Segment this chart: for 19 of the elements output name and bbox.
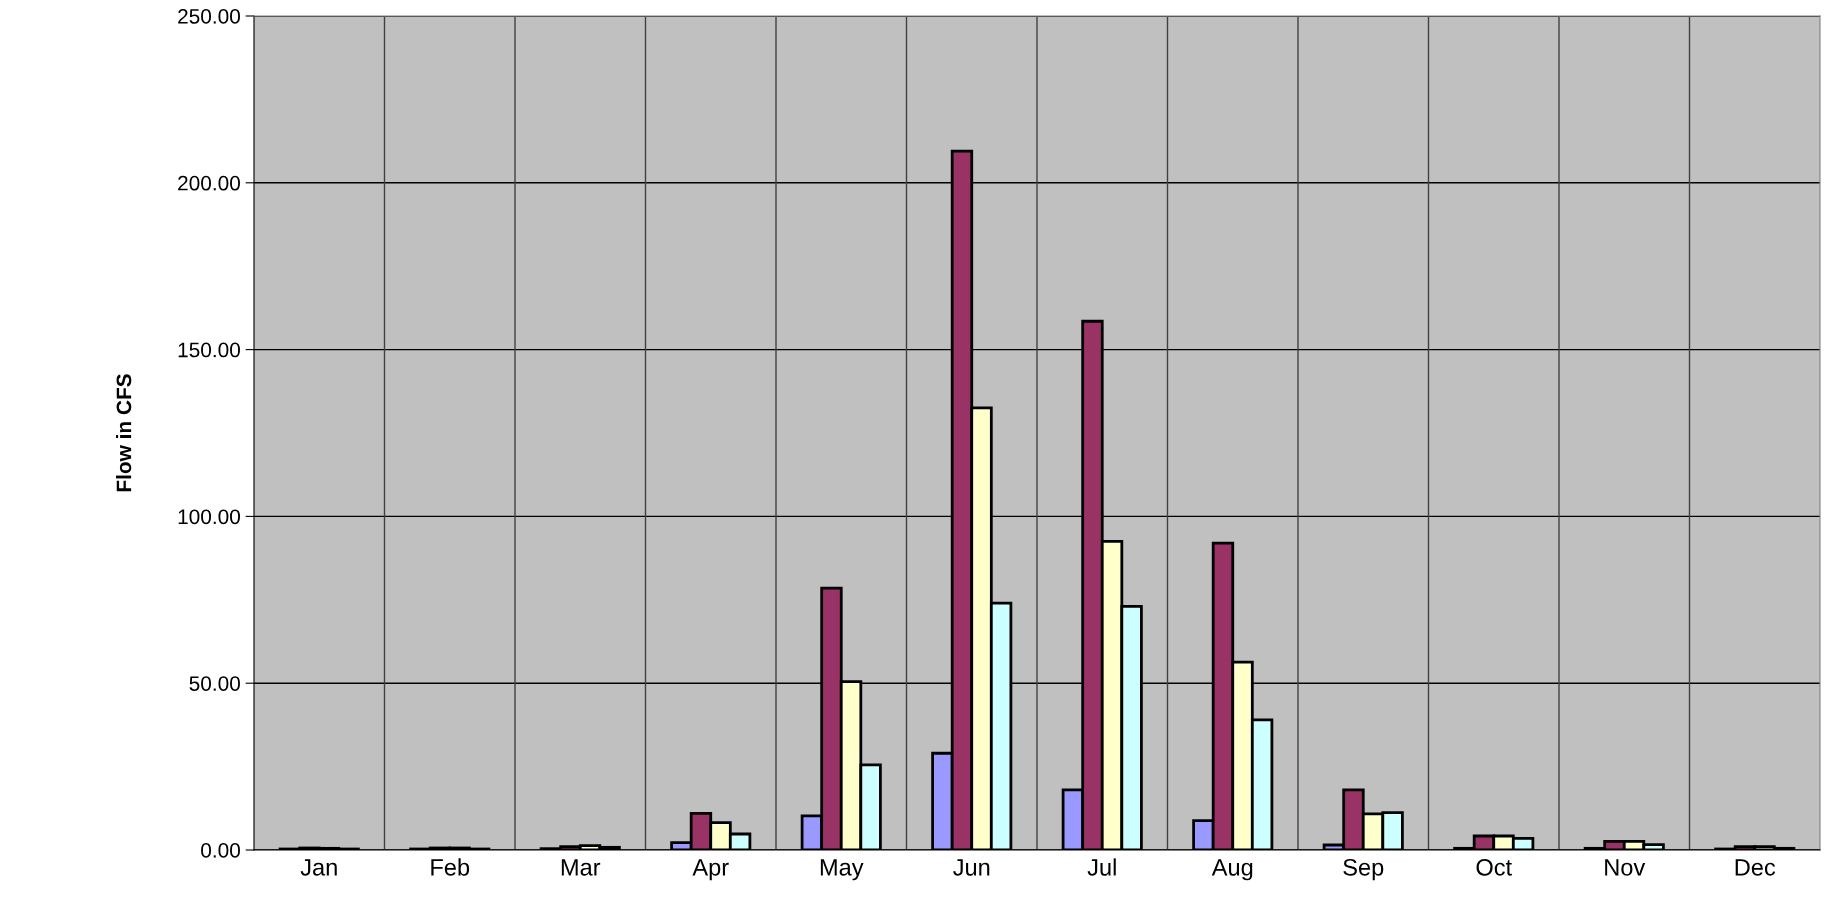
x-tick-label: Jul — [1087, 858, 1116, 876]
x-tick-label: Oct — [1476, 858, 1512, 876]
y-tick-label: 50.00 — [189, 676, 240, 691]
x-tick-label: Nov — [1605, 859, 1646, 876]
x-tick-label: Mar — [561, 859, 601, 876]
y-axis-title: Flow in CFS — [116, 374, 132, 492]
y-tick-label: 150.00 — [178, 342, 240, 358]
y-tick-label: 250.00 — [178, 9, 240, 24]
x-tick-label: May — [820, 859, 864, 881]
y-tick-label: 0.00 — [201, 843, 240, 858]
y-tick-label: 200.00 — [178, 175, 240, 191]
x-tick-label: Aug — [1211, 859, 1253, 881]
x-tick-label: Sep — [1343, 858, 1384, 881]
x-tick-label: Jun — [953, 859, 990, 876]
y-tick-label: 100.00 — [178, 509, 240, 525]
x-tick-label: Feb — [431, 858, 470, 876]
x-tick-label: Apr — [692, 859, 729, 881]
x-tick-label: Jan — [300, 859, 337, 876]
x-tick-label: Dec — [1735, 859, 1776, 876]
